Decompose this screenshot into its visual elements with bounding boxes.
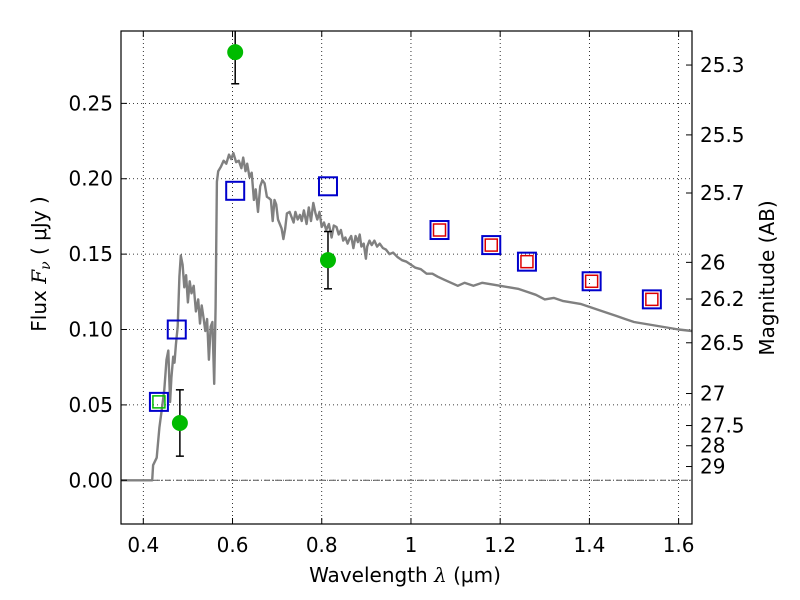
y2-tick-label: 28 (700, 434, 725, 458)
filter-square-marker (432, 223, 447, 237)
y-tick-label: 0.20 (68, 167, 113, 191)
model-square-marker (516, 251, 537, 272)
model-square-marker (148, 391, 169, 412)
y-tick-label: 0.15 (68, 242, 113, 266)
y2-tick-label: 26.5 (700, 331, 745, 355)
y2-tick-label: 25.3 (700, 53, 745, 77)
model-square-marker (166, 319, 187, 340)
x-axis-label: Wavelength λ (μm) (309, 563, 501, 587)
plot-frame (120, 30, 693, 525)
y2-tick-label: 25.7 (700, 181, 745, 205)
sed-curve-layer (121, 151, 693, 482)
filter-square-marker (152, 395, 166, 409)
filter-square-marker (584, 274, 599, 289)
x-tick-label: 0.4 (127, 533, 159, 557)
x-tick-label: 0.6 (217, 533, 249, 557)
y2-tick-label: 27 (700, 382, 725, 406)
model-square-marker (225, 180, 246, 201)
grid-layer (121, 31, 692, 524)
filter-square-marker (645, 292, 659, 307)
model-square-marker (581, 271, 602, 292)
model-square-marker (641, 289, 662, 310)
marker-layer (148, 31, 662, 457)
filter-square-marker (484, 238, 499, 252)
y2-axis-label: Magnitude (AB) (755, 200, 779, 355)
tick-layer: 0.4 0.6 0.8 1 1.2 1.4 1.6 0.00 0.05 0.10 0.15 0.20 0… (68, 31, 745, 557)
observed-point (319, 252, 336, 269)
y-tick-label: 0.00 (68, 468, 113, 492)
y-tick-label: 0.05 (68, 393, 113, 417)
y-tick-label: 0.10 (68, 318, 113, 342)
model-square-marker (429, 220, 450, 241)
observed-point (171, 414, 188, 431)
x-tick-label: 1 (405, 533, 418, 557)
model-square-marker (481, 235, 502, 256)
x-tick-label: 1.4 (573, 533, 605, 557)
y2-tick-label: 27.5 (700, 414, 745, 438)
axis-label-layer: Wavelength λ (μm) Flux Fν ( μJy ) Magnit… (27, 196, 779, 587)
filter-square-marker (520, 254, 534, 269)
model-square-marker (317, 176, 338, 197)
x-tick-label: 1.2 (484, 533, 516, 557)
y2-tick-label: 26.2 (700, 287, 745, 311)
x-tick-label: 0.8 (306, 533, 338, 557)
x-tick-label: 1.6 (663, 533, 695, 557)
y2-tick-label: 29 (700, 455, 725, 479)
y2-tick-label: 25.5 (700, 123, 745, 147)
y-tick-label: 0.25 (68, 91, 113, 115)
observed-point (227, 44, 244, 61)
y2-tick-label: 26 (700, 250, 725, 274)
y-axis-label: Flux Fν ( μJy ) (27, 196, 54, 331)
sed-model-line (121, 151, 693, 482)
